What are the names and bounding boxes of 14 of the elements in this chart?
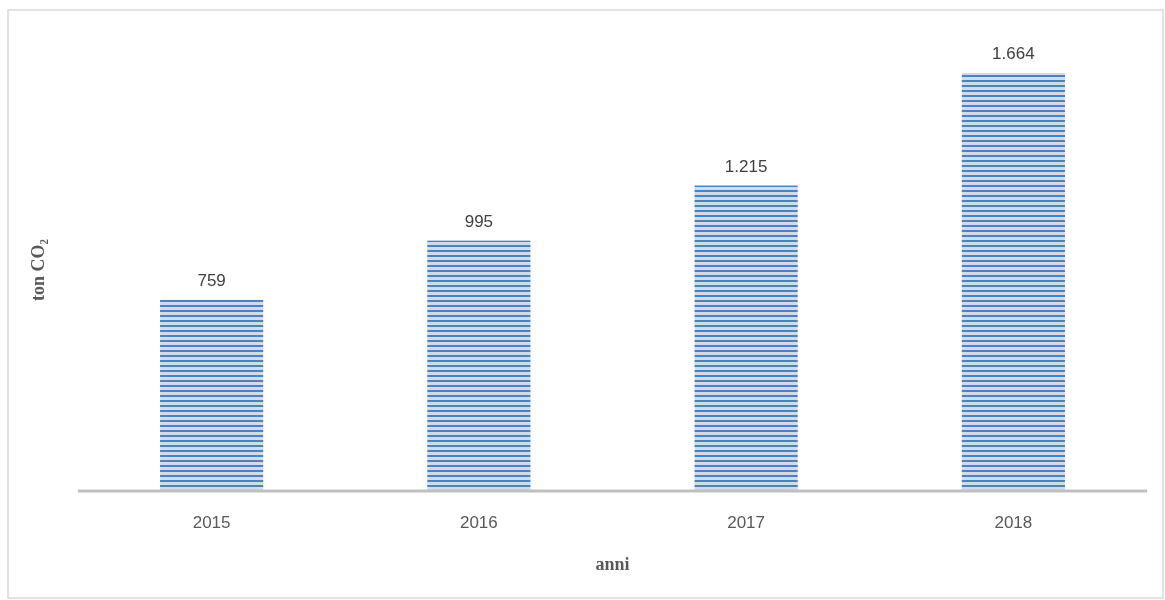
x-tick-label: 2018: [994, 513, 1033, 532]
x-tick-label: 2017: [727, 513, 766, 532]
bar: [961, 73, 1065, 490]
data-label: 995: [464, 211, 494, 231]
bar: [694, 185, 798, 490]
data-label: 759: [197, 270, 226, 290]
data-label: 1.215: [724, 156, 768, 176]
x-tick-label: 2015: [192, 513, 231, 532]
y-axis-title: ton CO₂: [28, 239, 48, 301]
bar: [427, 240, 531, 490]
x-tick-label: 2016: [459, 513, 498, 532]
bar: [160, 299, 264, 490]
x-axis-title: anni: [595, 554, 630, 574]
data-label: 1.664: [992, 44, 1035, 63]
